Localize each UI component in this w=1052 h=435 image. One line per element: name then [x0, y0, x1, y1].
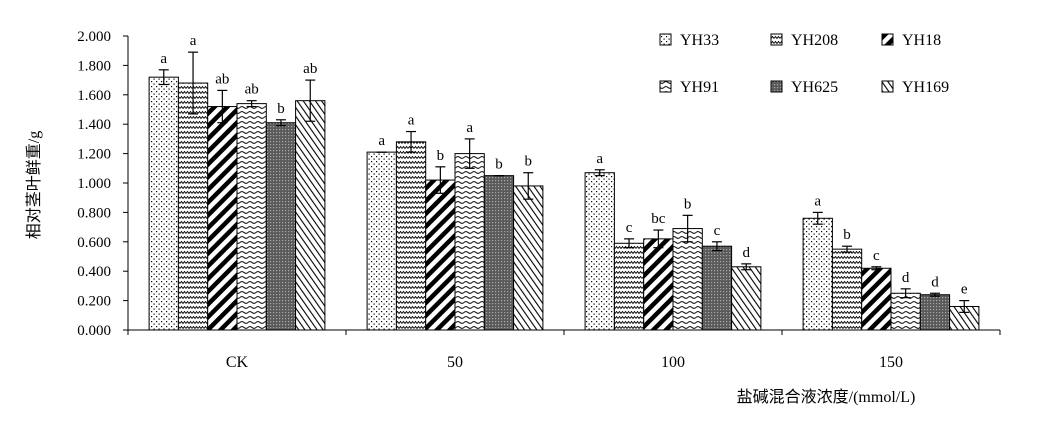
legend-swatch-yh18 — [881, 33, 894, 46]
significance-letter: c — [714, 223, 721, 239]
legend-swatch-yh208 — [770, 33, 783, 46]
significance-letter: d — [743, 245, 751, 261]
y-tick-label: 0.000 — [77, 323, 111, 339]
bar-yh208-ck — [177, 82, 209, 331]
bar-yh33-100 — [584, 172, 615, 331]
significance-letter: e — [961, 282, 968, 298]
significance-letter: a — [378, 133, 385, 149]
bar-yh169-ck — [295, 100, 326, 331]
y-tick-label: 1.000 — [77, 176, 111, 192]
significance-letter: a — [190, 33, 197, 49]
legend-swatch-yh91 — [659, 80, 672, 93]
y-tick-label: 0.200 — [77, 294, 111, 310]
y-tick-label: 1.400 — [77, 117, 111, 133]
x-tick-label: 100 — [661, 354, 685, 371]
significance-letter: b — [437, 148, 445, 164]
x-axis-label: 盐碱混合液浓度/(mmol/L) — [737, 388, 916, 406]
y-axis-ticks: 0.000 0.200 0.400 0.600 0.800 1.000 1.200 1.400… — [77, 29, 128, 339]
x-tick-label: CK — [226, 354, 249, 371]
y-tick-label: 2.000 — [77, 29, 111, 45]
y-tick-label: 1.200 — [77, 147, 111, 163]
legend: YH33 YH208 YH18 YH91 YH625 YH169 — [659, 32, 949, 96]
significance-letter: ab — [303, 61, 317, 77]
bar-yh625-50 — [483, 175, 515, 331]
bar-yh18-50 — [425, 179, 456, 331]
y-tick-label: 1.600 — [77, 88, 111, 104]
significance-letter: c — [873, 248, 880, 264]
significance-letter: a — [408, 113, 415, 129]
x-tick-label: 50 — [447, 354, 463, 371]
significance-letter: b — [525, 154, 533, 170]
significance-letter: a — [466, 120, 473, 136]
bar-yh625-ck — [265, 122, 297, 331]
bar-yh18-ck — [207, 106, 238, 331]
significance-letter: a — [160, 51, 167, 67]
bar-yh208-100 — [613, 242, 645, 331]
x-axis-ticks: CK 50 100 150 — [127, 330, 1001, 371]
significance-letter: b — [277, 101, 285, 117]
legend-swatch-yh625 — [770, 80, 783, 93]
bar-yh33-150 — [802, 217, 833, 331]
bar-yh33-ck — [148, 76, 179, 331]
bar-yh169-50 — [513, 185, 544, 331]
bar-yh18-150 — [861, 267, 892, 331]
bar-yh169-100 — [731, 266, 762, 331]
legend-label-yh18: YH18 — [902, 32, 941, 49]
y-tick-label: 0.800 — [77, 205, 111, 221]
legend-swatch-yh169 — [881, 80, 894, 93]
bar-yh208-50 — [395, 141, 427, 331]
significance-letter: d — [931, 274, 939, 290]
bar-yh18-100 — [643, 238, 674, 331]
significance-letter: c — [626, 220, 633, 236]
significance-letter: b — [684, 196, 692, 212]
bar-yh91-50 — [454, 153, 485, 331]
bar-yh33-50 — [366, 151, 397, 331]
significance-letter: b — [843, 227, 851, 243]
bar-yh91-100 — [672, 228, 703, 331]
bar-yh91-ck — [236, 103, 267, 331]
legend-label-yh625: YH625 — [791, 79, 838, 96]
legend-label-yh91: YH91 — [680, 79, 719, 96]
y-tick-label: 1.800 — [77, 58, 111, 74]
y-tick-label: 0.400 — [77, 264, 111, 280]
y-tick-label: 0.600 — [77, 235, 111, 251]
x-tick-label: 150 — [879, 354, 903, 371]
significance-letter: ab — [245, 82, 259, 98]
legend-label-yh33: YH33 — [680, 32, 719, 49]
significance-letter: d — [902, 270, 910, 286]
legend-label-yh169: YH169 — [902, 79, 949, 96]
significance-letter: bc — [651, 211, 666, 227]
significance-letter: ab — [215, 71, 229, 87]
bar-yh91-150 — [890, 292, 921, 331]
significance-letter: a — [814, 193, 821, 209]
bar-yh625-150 — [919, 294, 951, 331]
bar-yh625-100 — [701, 245, 733, 331]
significance-letter: b — [495, 157, 503, 173]
bar-yh208-150 — [831, 248, 863, 331]
legend-label-yh208: YH208 — [791, 32, 838, 49]
y-axis-label: 相对茎叶鲜重/g — [25, 131, 43, 239]
significance-letter: a — [596, 151, 603, 167]
legend-swatch-yh33 — [659, 33, 672, 46]
